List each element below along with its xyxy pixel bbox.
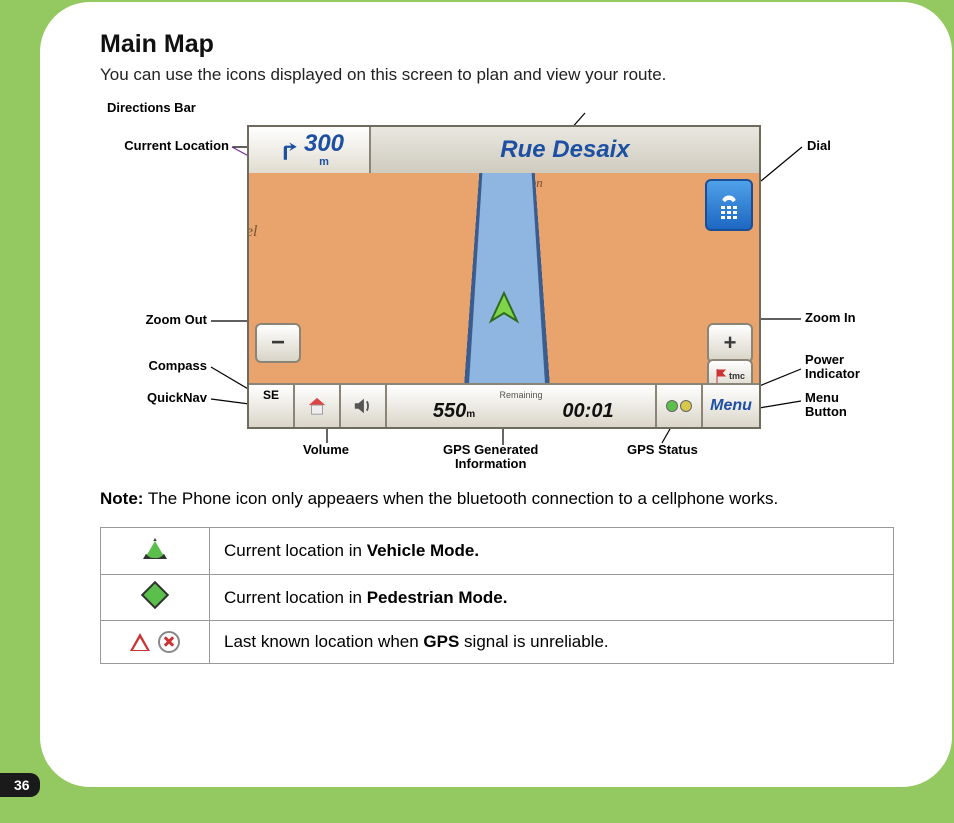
distance-box[interactable]: 300 m — [249, 127, 371, 173]
legend-icon-cell — [101, 528, 210, 575]
callout-zoom-in: Zoom In — [805, 311, 856, 325]
gps-info-panel[interactable]: Remaining 550m 00:01 — [387, 385, 657, 427]
remaining-distance: 550m — [387, 400, 521, 423]
distance-unit: m — [304, 156, 344, 168]
tmc-label: tmc — [729, 371, 745, 381]
current-location-cursor-icon — [487, 291, 521, 325]
callout-gps-info: GPS Generated Information — [443, 443, 538, 472]
callout-dial: Dial — [807, 139, 831, 153]
remaining-label: Remaining — [499, 390, 542, 400]
table-row: Current location in Pedestrian Mode. — [101, 575, 894, 621]
annotated-diagram: Current Location Directions Bar Dial Zoo… — [107, 101, 887, 481]
road — [461, 173, 552, 385]
street-name: Rue Desaix — [371, 127, 759, 173]
legend-icon-cell — [101, 621, 210, 664]
table-row: Current location in Vehicle Mode. — [101, 528, 894, 575]
no-gps-x-icon — [158, 631, 180, 653]
note-label: Note: — [100, 489, 143, 508]
legend-table: Current location in Vehicle Mode. Curren… — [100, 527, 894, 664]
callout-volume: Volume — [303, 443, 349, 457]
phone-icon — [720, 190, 738, 204]
power-indicator[interactable] — [657, 385, 703, 427]
zoom-out-button[interactable]: − — [255, 323, 301, 363]
table-row: Last known location when GPS signal is u… — [101, 621, 894, 664]
menu-button[interactable]: Menu — [703, 385, 759, 427]
page-number: 36 — [0, 773, 40, 797]
callout-gps-status: GPS Status — [627, 443, 698, 457]
vehicle-mode-icon — [143, 538, 167, 559]
legend-text-cell: Current location in Vehicle Mode. — [210, 528, 894, 575]
bottom-bar: SE Remaining 550m 00:01 — [249, 383, 759, 427]
legend-text-cell: Current location in Pedestrian Mode. — [210, 575, 894, 621]
speaker-icon — [352, 396, 374, 416]
zoom-in-button[interactable]: + — [707, 323, 753, 363]
quicknav-button[interactable] — [295, 385, 341, 427]
map-label-text-1: ffel — [249, 223, 257, 241]
intro-text: You can use the icons displayed on this … — [100, 65, 894, 85]
no-gps-triangle-icon — [130, 633, 150, 651]
callout-compass: Compass — [107, 359, 207, 373]
page-title: Main Map — [100, 30, 894, 59]
gps-device-screen: 300 m Rue Desaix ffel Fédération — [247, 125, 761, 429]
remaining-time: 00:01 — [521, 400, 655, 423]
map-area[interactable]: ffel Fédération − + — [249, 173, 759, 385]
callout-zoom-out: Zoom Out — [107, 313, 207, 327]
status-dot-green-icon — [666, 400, 678, 412]
legend-icon-cell — [101, 575, 210, 621]
callout-menu-button: Menu Button — [805, 391, 847, 420]
volume-button[interactable] — [341, 385, 387, 427]
directions-bar: 300 m Rue Desaix — [249, 127, 759, 175]
callout-directions-bar: Directions Bar — [107, 101, 196, 115]
tmc-button[interactable]: tmc — [707, 359, 753, 385]
dial-button[interactable] — [705, 179, 753, 231]
legend-text-cell: Last known location when GPS signal is u… — [210, 621, 894, 664]
tmc-flag-icon — [715, 369, 727, 383]
turn-right-icon — [274, 137, 300, 163]
pedestrian-mode-icon — [141, 581, 169, 609]
status-dot-yellow-icon — [680, 400, 692, 412]
distance-value: 300 — [304, 130, 344, 157]
callout-quicknav: QuickNav — [107, 391, 207, 405]
callout-current-location: Current Location — [107, 139, 229, 153]
note-text: Note: The Phone icon only appeaers when … — [100, 489, 894, 509]
keypad-icon — [721, 206, 737, 220]
home-icon — [306, 396, 328, 416]
callout-power-indicator: Power Indicator — [805, 353, 860, 382]
compass-button[interactable]: SE — [249, 385, 295, 427]
